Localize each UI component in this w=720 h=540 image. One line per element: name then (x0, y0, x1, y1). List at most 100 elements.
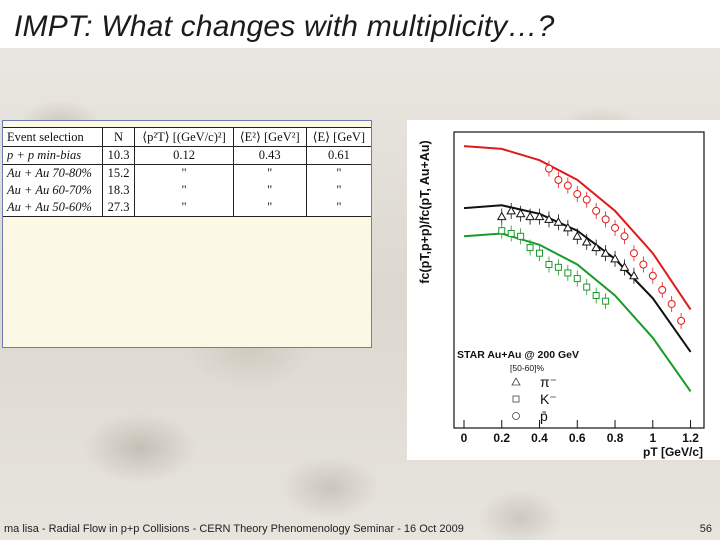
cell-n: 15.2 (102, 164, 136, 182)
cell-e2: 0.43 (233, 146, 307, 165)
data-point (573, 190, 582, 199)
data-point (515, 208, 526, 218)
cell-e2: " (233, 182, 307, 199)
table-header-row: Event selection N ⟨p²T⟩ [(GeV/c)²] ⟨E²⟩ … (3, 127, 371, 147)
data-point (677, 316, 686, 325)
data-point (534, 211, 545, 221)
data-point (591, 242, 602, 252)
x-axis-ticks: 0 0.2 0.4 0.6 0.8 1 1.2 (461, 420, 699, 445)
data-point (553, 217, 564, 226)
data-point (648, 271, 657, 280)
data-point (600, 248, 611, 257)
x-tick-label: 1.2 (682, 431, 699, 445)
data-point (629, 270, 639, 280)
legend-label: π⁻ (540, 374, 557, 390)
header-e: ⟨E⟩ [GeV] (306, 127, 371, 147)
header-pt2: ⟨p²T⟩ [(GeV/c)²] (134, 127, 234, 147)
x-tick-label: 0.6 (569, 431, 586, 445)
legend-marker (512, 395, 520, 403)
x-tick-label: 0.4 (531, 431, 548, 445)
table-row: p + p min-bias 10.3 0.12 0.43 0.61 (3, 146, 371, 165)
data-point (611, 223, 620, 232)
legend-subtitle: [50-60]% (510, 363, 544, 373)
legend-title: STAR Au+Au @ 200 GeV (457, 349, 579, 361)
table-row: Au + Au 60-70% 18.3 " " " (3, 182, 371, 199)
x-tick-label: 0 (461, 431, 468, 445)
table-row: Au + Au 70-80% 15.2 " " " (3, 164, 371, 182)
cell-e: 0.61 (327, 148, 350, 162)
cell-e: " (336, 183, 342, 197)
data-point (554, 263, 562, 271)
ratio-plot: fc(pT,p+p)/fc(pT, Au+Au) 0 0.2 0.4 0.6 0.8 1 1… (418, 131, 705, 459)
data-point (629, 249, 638, 258)
x-tick-label: 1 (649, 431, 656, 445)
data-point (583, 283, 591, 291)
cell-e2: " (233, 199, 307, 217)
x-tick-label: 0.8 (607, 431, 624, 445)
data-point (592, 292, 600, 300)
cell-e: " (306, 164, 371, 182)
plot-frame (453, 131, 705, 429)
data-point (564, 269, 572, 277)
cell-n: 18.3 (102, 182, 136, 199)
data-point (536, 249, 544, 257)
header-e2: ⟨E²⟩ [GeV²] (233, 127, 307, 147)
data-point (610, 253, 620, 263)
data-point (506, 205, 517, 215)
data-point (498, 227, 506, 235)
data-point (667, 299, 676, 308)
data-point (639, 260, 648, 269)
data-point (554, 175, 563, 184)
data-point (544, 214, 554, 223)
legend-marker (511, 377, 521, 386)
legend-marker (512, 412, 520, 420)
data-point (601, 215, 610, 224)
slide-title: IMPT: What changes with multiplicity…? (14, 10, 555, 43)
data-point (573, 275, 581, 283)
data-point (526, 244, 534, 252)
legend: π⁻K⁻p̄ (511, 374, 557, 424)
cell-n: 10.3 (102, 146, 136, 165)
data-point (572, 231, 583, 240)
cell-selection: Au + Au 60-70% (3, 182, 103, 199)
cell-pt2: 0.12 (134, 146, 234, 165)
y-axis-label: fc(pT,p+p)/fc(pT, Au+Au) (418, 140, 432, 283)
data-point (544, 164, 553, 173)
legend-label: K⁻ (540, 391, 557, 407)
data-point (563, 181, 572, 190)
data-point (619, 262, 630, 271)
slide-footer: ma lisa - Radial Flow in p+p Collisions … (4, 523, 464, 535)
data-point (562, 222, 573, 232)
data-point (517, 232, 525, 240)
ratio-plot-panel: fc(pT,p+p)/fc(pT, Au+Au) 0 0.2 0.4 0.6 0.8 1 1… (407, 120, 720, 460)
cell-e2: " (233, 164, 307, 182)
data-point (592, 206, 601, 215)
x-axis-label: pT [GeV/c] (643, 445, 703, 459)
data-point (658, 285, 667, 294)
data-points (496, 160, 686, 329)
legend-label: p̄ (540, 408, 548, 424)
data-point (582, 195, 591, 204)
cell-e: " (306, 199, 371, 217)
cell-selection: p + p min-bias (3, 146, 103, 165)
cell-pt2: " (134, 182, 234, 199)
data-point (620, 232, 629, 241)
cell-pt2: " (134, 164, 234, 182)
data-point (602, 297, 610, 305)
event-selection-table: Event selection N ⟨p²T⟩ [(GeV/c)²] ⟨E²⟩ … (3, 127, 371, 217)
data-point (496, 211, 507, 221)
cell-n: 27.3 (102, 199, 136, 217)
x-tick-label: 0.2 (493, 431, 510, 445)
data-point (525, 211, 535, 221)
data-point (581, 236, 592, 246)
header-n: N (102, 127, 136, 147)
cell-selection: Au + Au 70-80% (3, 164, 103, 182)
cell-pt2: " (134, 199, 234, 217)
table-row: Au + Au 50-60% 27.3 " " " (3, 199, 371, 217)
cell-selection: Au + Au 50-60% (3, 199, 103, 217)
fit-curve (463, 145, 692, 311)
header-event-selection: Event selection (3, 127, 103, 147)
data-point (545, 260, 553, 268)
page-number: 56 (699, 523, 712, 535)
data-point (507, 229, 515, 237)
